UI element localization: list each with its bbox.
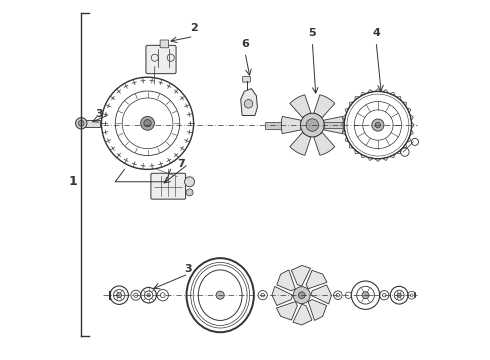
Polygon shape bbox=[324, 116, 343, 134]
Text: 5: 5 bbox=[309, 28, 316, 38]
Bar bbox=[265, 122, 281, 129]
Polygon shape bbox=[292, 265, 311, 286]
Text: 3: 3 bbox=[95, 109, 102, 120]
Polygon shape bbox=[281, 116, 301, 134]
FancyBboxPatch shape bbox=[151, 173, 186, 199]
Circle shape bbox=[186, 189, 193, 196]
Circle shape bbox=[372, 119, 384, 131]
Circle shape bbox=[375, 122, 381, 128]
Polygon shape bbox=[276, 302, 297, 320]
Circle shape bbox=[78, 121, 84, 126]
Circle shape bbox=[147, 293, 150, 297]
Polygon shape bbox=[241, 89, 257, 116]
Text: 7: 7 bbox=[177, 159, 185, 169]
Circle shape bbox=[306, 119, 318, 131]
Circle shape bbox=[117, 293, 122, 298]
Circle shape bbox=[245, 100, 253, 108]
Bar bbox=[324, 122, 343, 128]
Circle shape bbox=[185, 177, 195, 187]
Circle shape bbox=[300, 113, 324, 137]
Polygon shape bbox=[314, 132, 335, 155]
FancyBboxPatch shape bbox=[160, 40, 169, 48]
Text: 1: 1 bbox=[69, 175, 78, 188]
Polygon shape bbox=[306, 270, 327, 289]
Circle shape bbox=[298, 292, 305, 298]
Circle shape bbox=[362, 292, 369, 299]
Polygon shape bbox=[290, 132, 311, 155]
Circle shape bbox=[75, 118, 87, 129]
Text: 3: 3 bbox=[184, 264, 192, 274]
Text: 4: 4 bbox=[372, 28, 380, 38]
Bar bbox=[84, 120, 99, 127]
Polygon shape bbox=[293, 304, 312, 325]
Circle shape bbox=[144, 120, 151, 127]
Circle shape bbox=[397, 293, 401, 297]
Text: 2: 2 bbox=[190, 23, 197, 33]
Circle shape bbox=[216, 291, 224, 299]
Polygon shape bbox=[308, 300, 327, 320]
Polygon shape bbox=[290, 95, 311, 117]
Polygon shape bbox=[314, 95, 335, 117]
Polygon shape bbox=[311, 285, 331, 304]
Text: 6: 6 bbox=[241, 39, 249, 49]
Circle shape bbox=[293, 287, 310, 304]
Polygon shape bbox=[272, 287, 293, 306]
Polygon shape bbox=[277, 270, 295, 291]
FancyBboxPatch shape bbox=[146, 45, 176, 74]
Circle shape bbox=[141, 116, 154, 130]
FancyBboxPatch shape bbox=[243, 77, 250, 82]
